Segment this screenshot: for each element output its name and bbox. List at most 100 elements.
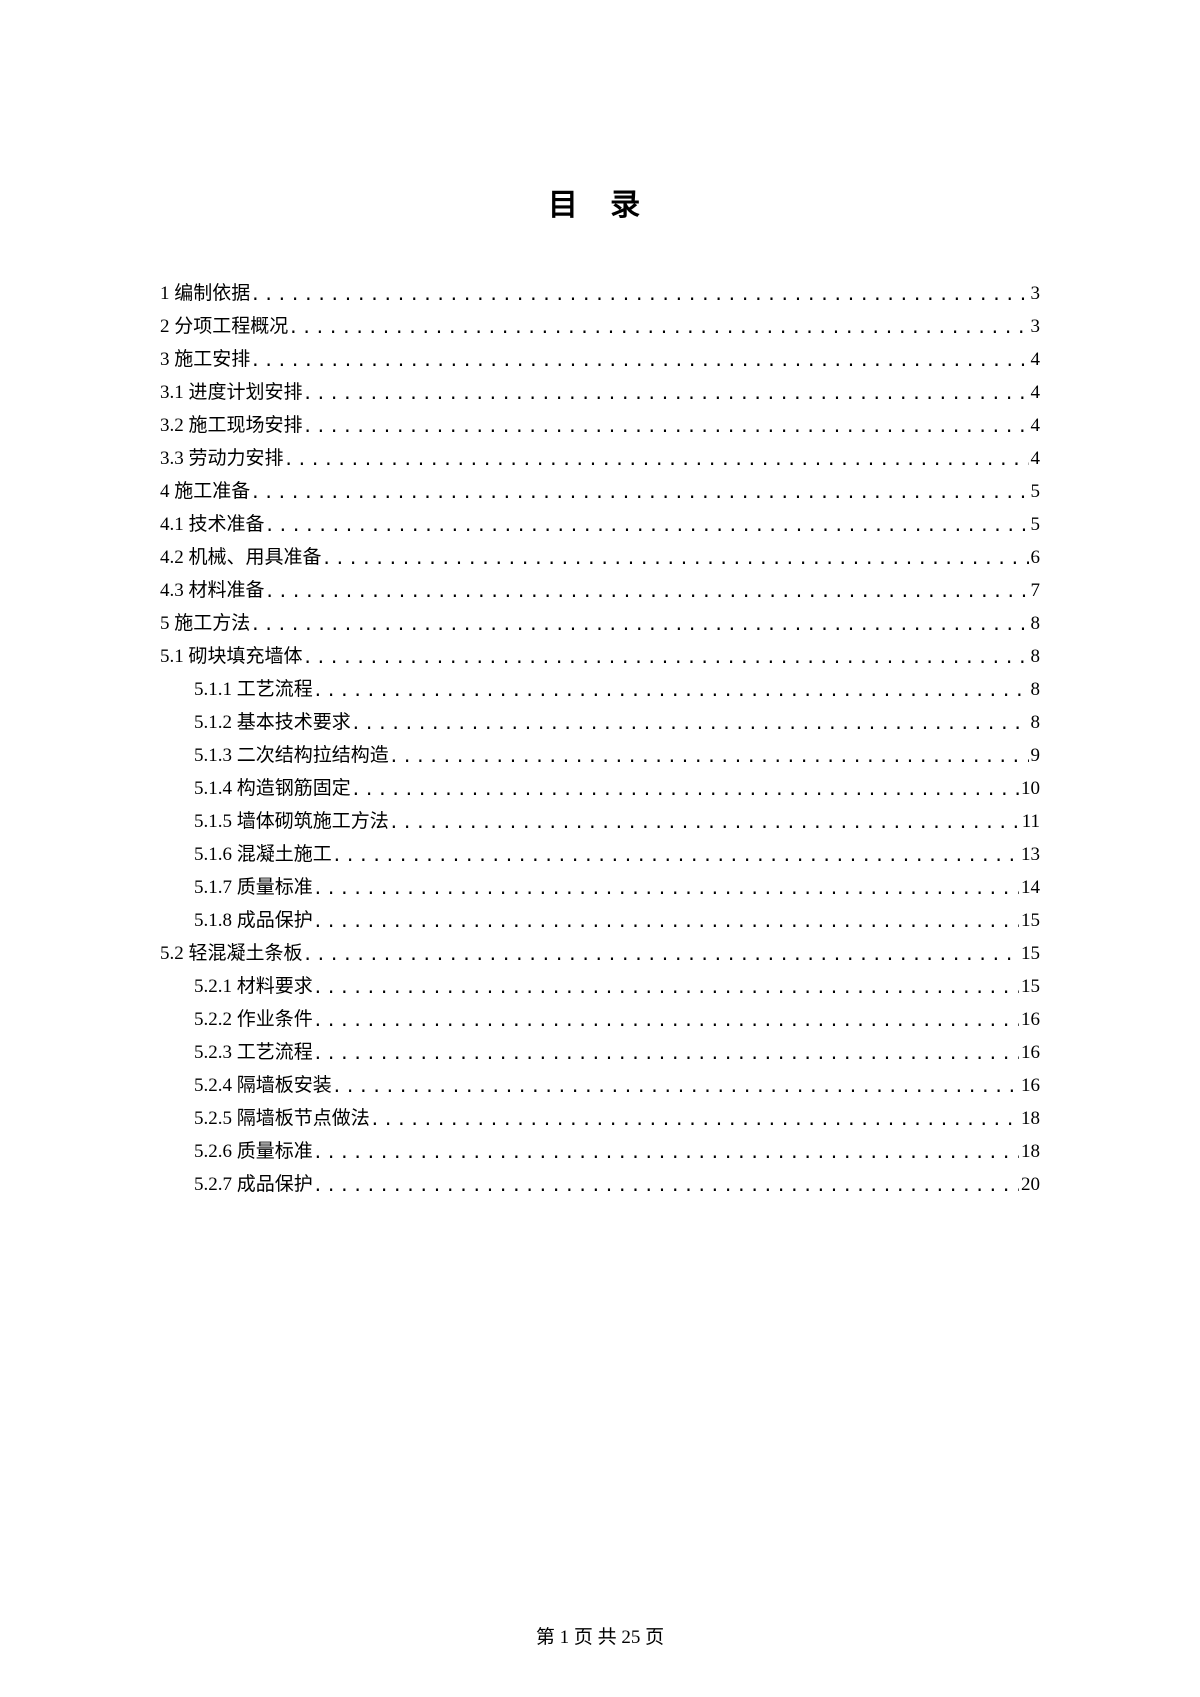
toc-entry-page: 5 <box>1029 482 1041 501</box>
toc-entry-label: 2 分项工程概况 <box>160 317 288 336</box>
toc-leader-dots <box>313 1046 1019 1063</box>
toc-entry-label: 5 施工方法 <box>160 614 250 633</box>
toc-entry-page: 6 <box>1029 548 1041 567</box>
toc-entry: 5.2 轻混凝土条板15 <box>160 944 1040 963</box>
toc-entry-page: 7 <box>1029 581 1041 600</box>
toc-entry-label: 5.2 轻混凝土条板 <box>160 944 303 963</box>
toc-entry-label: 3.3 劳动力安排 <box>160 449 284 468</box>
toc-entry: 5.2.5 隔墙板节点做法18 <box>194 1109 1040 1128</box>
toc-entry-label: 5.2.5 隔墙板节点做法 <box>194 1109 370 1128</box>
toc-entry: 5.2.3 工艺流程 16 <box>194 1043 1040 1062</box>
toc-entry-label: 4.3 材料准备 <box>160 581 265 600</box>
toc-entry-page: 4 <box>1029 350 1041 369</box>
toc-entry-label: 1 编制依据 <box>160 284 250 303</box>
toc-entry: 5.2.4 隔墙板安装16 <box>194 1076 1040 1095</box>
toc-entry: 5.1.5 墙体砌筑施工方法11 <box>194 812 1040 831</box>
toc-leader-dots <box>389 815 1020 832</box>
toc-entry-label: 4.2 机械、用具准备 <box>160 548 322 567</box>
toc-entry: 5.2.2 作业条件 16 <box>194 1010 1040 1029</box>
toc-entry-page: 3 <box>1029 284 1041 303</box>
toc-entry-label: 5.2.7 成品保护 <box>194 1175 313 1194</box>
table-of-contents: 1 编制依据32 分项工程概况33 施工安排43.1 进度计划安排43.2 施工… <box>160 284 1040 1194</box>
toc-leader-dots <box>313 881 1019 898</box>
toc-leader-dots <box>288 320 1028 337</box>
toc-entry-label: 5.1.6 混凝土施工 <box>194 845 332 864</box>
toc-entry: 5.2.1 材料要求 15 <box>194 977 1040 996</box>
toc-entry: 3.3 劳动力安排 4 <box>160 449 1040 468</box>
toc-entry-page: 8 <box>1029 713 1041 732</box>
toc-entry: 1 编制依据 3 <box>160 284 1040 303</box>
toc-entry-page: 4 <box>1029 449 1041 468</box>
document-page: 目 录 1 编制依据32 分项工程概况33 施工安排43.1 进度计划安排43.… <box>0 0 1200 1697</box>
toc-entry-label: 5.2.1 材料要求 <box>194 977 313 996</box>
toc-entry-page: 16 <box>1019 1076 1040 1095</box>
toc-entry: 5.1.8 成品保护15 <box>194 911 1040 930</box>
toc-entry: 4.2 机械、用具准备 6 <box>160 548 1040 567</box>
toc-entry: 5.1.3 二次结构拉结构造9 <box>194 746 1040 765</box>
toc-entry-page: 10 <box>1019 779 1040 798</box>
toc-entry-label: 5.1.2 基本技术要求 <box>194 713 351 732</box>
toc-leader-dots <box>250 353 1028 370</box>
toc-leader-dots <box>313 1145 1019 1162</box>
toc-entry-page: 13 <box>1019 845 1040 864</box>
toc-leader-dots <box>351 782 1019 799</box>
toc-leader-dots <box>313 683 1029 700</box>
toc-entry-page: 18 <box>1019 1142 1040 1161</box>
toc-entry-page: 8 <box>1029 614 1041 633</box>
toc-leader-dots <box>313 980 1019 997</box>
toc-leader-dots <box>370 1112 1019 1129</box>
toc-entry-label: 5.1 砌块填充墙体 <box>160 647 303 666</box>
toc-entry-label: 5.2.6 质量标准 <box>194 1142 313 1161</box>
toc-entry-page: 15 <box>1019 911 1040 930</box>
toc-leader-dots <box>389 749 1029 766</box>
toc-entry: 3.1 进度计划安排 4 <box>160 383 1040 402</box>
toc-leader-dots <box>265 584 1029 601</box>
toc-entry: 4.3 材料准备 7 <box>160 581 1040 600</box>
toc-entry-label: 3.2 施工现场安排 <box>160 416 303 435</box>
toc-entry: 5.1.1 工艺流程8 <box>194 680 1040 699</box>
toc-entry-label: 5.1.3 二次结构拉结构造 <box>194 746 389 765</box>
toc-entry-page: 4 <box>1029 383 1041 402</box>
toc-entry: 4.1 技术准备 5 <box>160 515 1040 534</box>
toc-entry-page: 5 <box>1029 515 1041 534</box>
toc-entry: 3.2 施工现场安排 4 <box>160 416 1040 435</box>
toc-leader-dots <box>332 1079 1019 1096</box>
toc-leader-dots <box>250 485 1028 502</box>
toc-leader-dots <box>313 1013 1019 1030</box>
toc-entry-label: 4.1 技术准备 <box>160 515 265 534</box>
page-footer: 第 1 页 共 25 页 <box>0 1622 1200 1649</box>
toc-entry-page: 8 <box>1029 647 1041 666</box>
toc-entry-label: 5.1.4 构造钢筋固定 <box>194 779 351 798</box>
toc-entry: 5.2.6 质量标准 18 <box>194 1142 1040 1161</box>
toc-entry-label: 5.2.3 工艺流程 <box>194 1043 313 1062</box>
toc-entry-page: 16 <box>1019 1010 1040 1029</box>
toc-entry-page: 3 <box>1029 317 1041 336</box>
toc-entry: 3 施工安排 4 <box>160 350 1040 369</box>
toc-leader-dots <box>313 914 1019 931</box>
toc-entry-page: 15 <box>1019 977 1040 996</box>
toc-entry: 5.1.4 构造钢筋固定 10 <box>194 779 1040 798</box>
toc-entry: 5.1.6 混凝土施工 13 <box>194 845 1040 864</box>
toc-leader-dots <box>351 716 1029 733</box>
toc-entry-label: 4 施工准备 <box>160 482 250 501</box>
toc-leader-dots <box>313 1178 1019 1195</box>
toc-entry: 5.1.7 质量标准14 <box>194 878 1040 897</box>
toc-entry-page: 4 <box>1029 416 1041 435</box>
toc-entry-label: 5.2.2 作业条件 <box>194 1010 313 1029</box>
toc-leader-dots <box>284 452 1029 469</box>
toc-entry-label: 5.1.7 质量标准 <box>194 878 313 897</box>
toc-leader-dots <box>250 287 1028 304</box>
toc-entry: 4 施工准备 5 <box>160 482 1040 501</box>
toc-entry-label: 3.1 进度计划安排 <box>160 383 303 402</box>
toc-leader-dots <box>303 419 1029 436</box>
toc-entry-label: 3 施工安排 <box>160 350 250 369</box>
toc-entry-page: 8 <box>1029 680 1041 699</box>
toc-entry-page: 16 <box>1019 1043 1040 1062</box>
toc-entry: 5.1.2 基本技术要求 8 <box>194 713 1040 732</box>
toc-entry: 5.1 砌块填充墙体 8 <box>160 647 1040 666</box>
toc-leader-dots <box>303 650 1029 667</box>
toc-entry: 5.2.7 成品保护 20 <box>194 1175 1040 1194</box>
page-title: 目 录 <box>160 180 1040 224</box>
toc-leader-dots <box>250 617 1028 634</box>
toc-entry-page: 20 <box>1019 1175 1040 1194</box>
